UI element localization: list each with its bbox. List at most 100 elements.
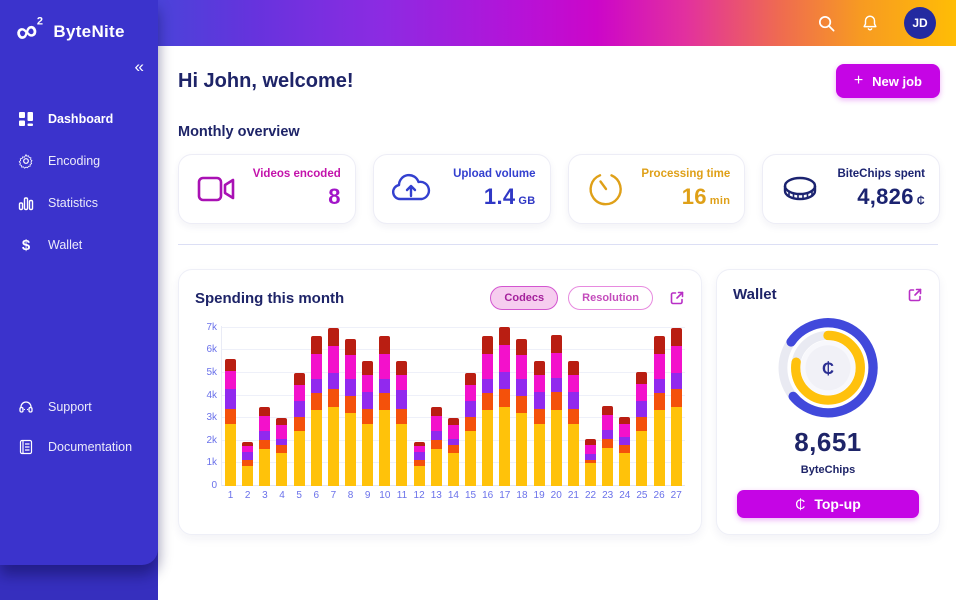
- new-job-button[interactable]: + New job: [835, 64, 940, 98]
- bar-segment-violet: [225, 388, 237, 410]
- bar-segment-dark-red: [516, 339, 528, 355]
- bar-segment-violet: [413, 452, 425, 461]
- bar-segment-orange: [619, 445, 631, 454]
- sidebar-item-dashboard[interactable]: Dashboard: [0, 101, 158, 137]
- chart-bar-day-21: [565, 326, 582, 486]
- x-tick-label: 16: [482, 490, 494, 501]
- bar-segment-magenta: [293, 385, 305, 402]
- bar-segment-magenta: [636, 384, 648, 402]
- bar-segment-orange: [499, 388, 511, 407]
- bar-chart-icon: [17, 194, 35, 212]
- chart-bar-day-6: [308, 326, 325, 486]
- bar-segment-magenta: [396, 375, 408, 390]
- notifications-bell-icon[interactable]: [860, 13, 880, 33]
- bar-segment-gold: [636, 430, 648, 486]
- bytechips-coin-icon: ₵: [795, 495, 806, 512]
- x-tick-label: 11: [396, 490, 408, 501]
- sidebar-item-encoding[interactable]: Encoding: [0, 143, 158, 179]
- sidebar: ∞ 2 ByteNite « Dashboard Encoding: [0, 0, 158, 600]
- bar-segment-gold: [310, 410, 322, 486]
- dollar-icon: $: [21, 236, 31, 254]
- bar-segment-magenta: [602, 414, 614, 430]
- x-tick-label: 18: [516, 490, 528, 501]
- x-tick-label: 8: [347, 490, 354, 501]
- collapse-sidebar-icon[interactable]: «: [134, 57, 144, 76]
- new-job-label: New job: [872, 73, 922, 89]
- bar-segment-magenta: [516, 354, 528, 379]
- x-tick-label: 9: [364, 490, 371, 501]
- sidebar-nav: Dashboard Encoding Statistics $ Wallet: [0, 101, 158, 263]
- x-tick-label: 20: [550, 490, 562, 501]
- chart-bar-day-5: [291, 326, 308, 486]
- sidebar-item-support[interactable]: Support: [0, 389, 158, 425]
- bar-segment-magenta: [310, 353, 322, 379]
- chart-bar-day-26: [651, 326, 668, 486]
- spending-title: Spending this month: [195, 289, 345, 307]
- bar-segment-violet: [482, 378, 494, 394]
- user-avatar[interactable]: JD: [904, 7, 936, 39]
- bar-segment-magenta: [447, 425, 459, 439]
- bar-segment-dark-red: [447, 418, 459, 426]
- x-tick-label: 7: [330, 490, 337, 501]
- bar-segment-violet: [499, 371, 511, 389]
- page-title: Hi John, welcome!: [178, 69, 354, 92]
- bar-segment-gold: [585, 463, 597, 486]
- bar-segment-magenta: [379, 353, 391, 379]
- monthly-overview-title: Monthly overview: [178, 124, 300, 140]
- toggle-resolution[interactable]: Resolution: [568, 286, 653, 310]
- bar-segment-orange: [362, 409, 374, 424]
- video-camera-icon: [193, 172, 239, 206]
- bar-segment-violet: [447, 438, 459, 446]
- bar-segment-orange: [413, 460, 425, 466]
- sidebar-item-wallet[interactable]: $ Wallet: [0, 227, 158, 263]
- bar-segment-gold: [345, 412, 357, 486]
- brand-name: ByteNite: [53, 22, 125, 41]
- bar-segment-orange: [670, 388, 682, 407]
- chart-bar-day-16: [479, 326, 496, 486]
- chart-plot: [222, 326, 685, 486]
- bar-segment-dark-red: [533, 360, 545, 376]
- x-tick-label: 21: [567, 490, 579, 501]
- chart-y-axis-line: [221, 326, 222, 486]
- bar-segment-violet: [345, 378, 357, 396]
- chart-bar-day-22: [582, 326, 599, 486]
- bar-segment-violet: [533, 392, 545, 410]
- bar-segment-gold: [619, 453, 631, 486]
- sidebar-item-statistics[interactable]: Statistics: [0, 185, 158, 221]
- bar-segment-violet: [550, 377, 562, 393]
- bar-segment-gold: [482, 410, 494, 486]
- x-tick-label: 1: [227, 490, 234, 501]
- search-icon[interactable]: [816, 13, 836, 33]
- bar-segment-orange: [550, 392, 562, 411]
- top-up-button[interactable]: ₵ Top-up: [737, 489, 919, 518]
- x-tick-label: 10: [379, 490, 391, 501]
- expand-chart-icon[interactable]: [669, 290, 685, 306]
- sidebar-item-label: Support: [48, 400, 92, 414]
- bar-segment-violet: [567, 392, 579, 410]
- spending-chart: 0 1k 2k 3k 4k 5k 6k 7k 1 2 3 4 5 6 7 8 9 10 11 12 13 14 15 16 1…: [195, 320, 685, 504]
- sidebar-footer-nav: Support Documentation: [0, 389, 158, 565]
- bar-segment-magenta: [276, 425, 288, 439]
- bar-segment-violet: [242, 452, 254, 461]
- open-wallet-icon[interactable]: [907, 287, 923, 303]
- y-tick-label: 1k: [206, 457, 217, 469]
- bar-segment-dark-red: [345, 339, 357, 355]
- bar-segment-gold: [413, 465, 425, 486]
- toggle-codecs[interactable]: Codecs: [490, 286, 559, 310]
- wallet-title: Wallet: [733, 286, 777, 303]
- bar-segment-violet: [259, 430, 271, 440]
- bar-segment-magenta: [619, 423, 631, 438]
- bar-segment-violet: [327, 373, 339, 389]
- bar-segment-gold: [293, 430, 305, 486]
- bar-segment-magenta: [327, 345, 339, 374]
- bar-segment-orange: [636, 417, 648, 431]
- bytechips-symbol: ₵: [822, 359, 834, 378]
- card-upload-volume: Upload volume 1.4 GB: [372, 154, 551, 224]
- bar-segment-dark-red: [585, 438, 597, 446]
- bar-segment-violet: [276, 438, 288, 446]
- sidebar-item-documentation[interactable]: Documentation: [0, 429, 158, 465]
- bar-segment-magenta: [413, 446, 425, 453]
- bar-segment-gold: [362, 423, 374, 486]
- bar-segment-violet: [430, 430, 442, 440]
- bar-segment-dark-red: [602, 405, 614, 415]
